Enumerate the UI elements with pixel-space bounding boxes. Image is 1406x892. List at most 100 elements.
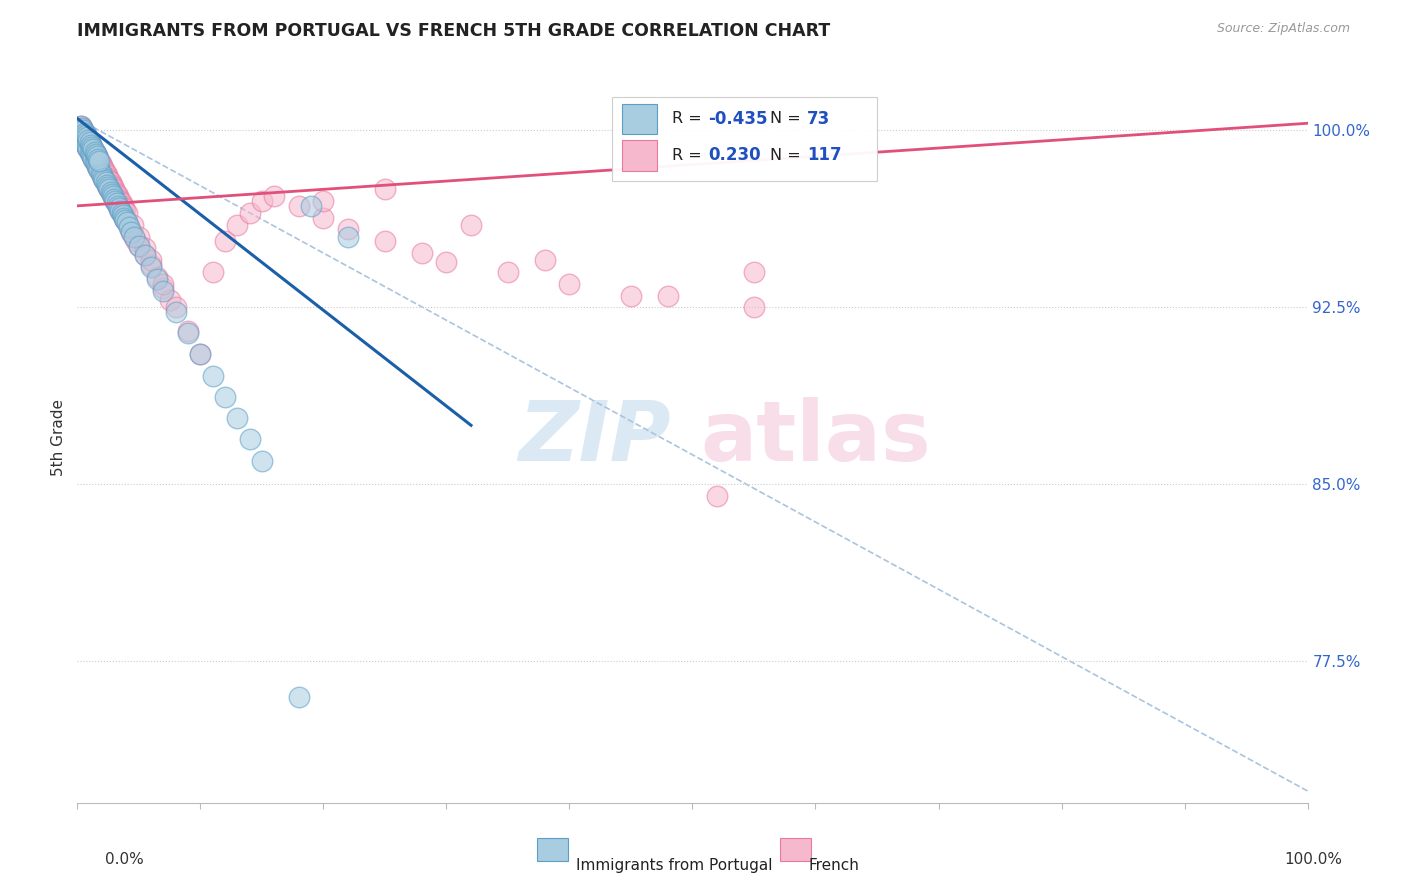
Point — [100, 185, 122, 199]
Point — [436, 255, 458, 269]
Point — [177, 324, 200, 338]
Point — [112, 211, 135, 225]
Point — [82, 149, 104, 163]
Point — [98, 182, 121, 196]
Point — [201, 265, 224, 279]
Point — [101, 178, 124, 192]
Point — [93, 173, 115, 187]
Point — [118, 220, 141, 235]
Point — [83, 154, 105, 169]
Point — [411, 246, 433, 260]
Point — [152, 277, 174, 291]
Point — [121, 225, 143, 239]
Point — [239, 206, 262, 220]
Point — [250, 453, 273, 467]
Point — [89, 163, 111, 178]
Point — [76, 130, 98, 145]
Point — [460, 218, 482, 232]
Point — [96, 178, 118, 192]
Point — [72, 133, 94, 147]
Point — [75, 137, 97, 152]
Point — [101, 187, 124, 202]
Point — [337, 229, 360, 244]
Point — [79, 135, 101, 149]
Point — [80, 137, 103, 152]
Point — [83, 145, 105, 159]
Point — [70, 130, 93, 145]
Point — [134, 248, 156, 262]
Point — [76, 130, 98, 145]
Point — [84, 147, 107, 161]
Point — [111, 199, 134, 213]
Point — [188, 347, 212, 361]
Point — [101, 189, 124, 203]
Point — [83, 145, 105, 159]
Point — [128, 229, 150, 244]
Point — [742, 301, 765, 315]
Point — [128, 239, 150, 253]
Point — [70, 119, 93, 133]
Point — [80, 147, 103, 161]
Point — [226, 411, 249, 425]
Point — [250, 194, 273, 208]
Point — [263, 189, 285, 203]
Point — [82, 140, 104, 154]
Point — [110, 203, 132, 218]
Point — [105, 187, 128, 202]
Text: 100.0%: 100.0% — [1285, 852, 1343, 867]
Text: 0.0%: 0.0% — [105, 852, 145, 867]
FancyBboxPatch shape — [613, 97, 877, 181]
Point — [112, 201, 135, 215]
Point — [86, 149, 108, 163]
Point — [337, 222, 360, 236]
Point — [89, 163, 111, 178]
Text: N =: N = — [770, 112, 806, 127]
Point — [141, 258, 163, 272]
Point — [146, 272, 169, 286]
Point — [118, 220, 141, 235]
Point — [114, 213, 136, 227]
Point — [111, 206, 132, 220]
Point — [177, 326, 200, 341]
Point — [115, 215, 138, 229]
Point — [70, 130, 93, 145]
Point — [86, 159, 108, 173]
Point — [77, 142, 100, 156]
Point — [141, 260, 163, 275]
Point — [72, 133, 94, 147]
Point — [101, 187, 124, 202]
Point — [93, 163, 115, 178]
Point — [146, 269, 169, 284]
Point — [742, 265, 765, 279]
Text: IMMIGRANTS FROM PORTUGAL VS FRENCH 5TH GRADE CORRELATION CHART: IMMIGRANTS FROM PORTUGAL VS FRENCH 5TH G… — [77, 22, 831, 40]
Point — [114, 213, 136, 227]
Text: Source: ZipAtlas.com: Source: ZipAtlas.com — [1216, 22, 1350, 36]
Point — [103, 192, 125, 206]
Point — [82, 149, 104, 163]
Point — [125, 234, 148, 248]
Point — [534, 253, 557, 268]
Point — [111, 206, 132, 220]
FancyBboxPatch shape — [623, 140, 657, 171]
Point — [108, 201, 131, 215]
Point — [86, 149, 108, 163]
Y-axis label: 5th Grade: 5th Grade — [51, 399, 66, 475]
Point — [90, 166, 112, 180]
Point — [134, 248, 156, 262]
Point — [82, 142, 104, 156]
Point — [312, 211, 335, 225]
Point — [159, 293, 181, 308]
Point — [107, 199, 129, 213]
Point — [87, 161, 110, 175]
Point — [165, 305, 187, 319]
Point — [165, 301, 187, 315]
Point — [288, 199, 311, 213]
Point — [96, 178, 118, 192]
Point — [103, 192, 125, 206]
Text: French: French — [808, 858, 859, 873]
Text: R =: R = — [672, 112, 706, 127]
Text: 117: 117 — [807, 146, 842, 164]
Point — [91, 170, 114, 185]
Point — [75, 128, 97, 142]
Point — [90, 168, 114, 182]
